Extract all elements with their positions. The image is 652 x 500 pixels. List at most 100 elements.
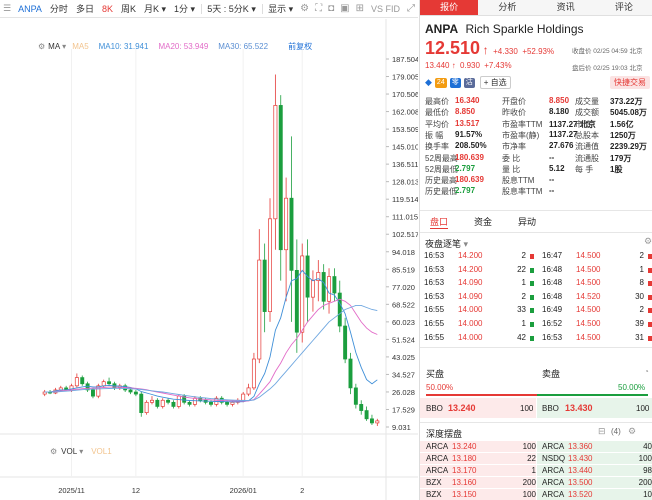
toolbar-symbol[interactable]: ANPA — [18, 3, 42, 14]
after-change: 0.930 — [459, 61, 480, 70]
candles-group — [42, 74, 380, 427]
price-tick-label: 179.005 — [392, 73, 418, 82]
layout-icon[interactable]: ▣ — [340, 3, 350, 14]
price-axis: 187.504 179.005 170.506 162.008 153.509 145.0… — [386, 55, 418, 432]
depth-row-bg — [420, 489, 536, 500]
toolbar-5day-select[interactable]: 5天 : 5分K ▾ — [207, 4, 256, 14]
adjust-button[interactable]: 前复权 — [288, 41, 313, 51]
chevron-down-icon[interactable]: ▾ — [62, 41, 67, 51]
toolbar-minute-select[interactable]: 1分 ▾ — [174, 4, 196, 14]
toolbar-weekly-k[interactable]: 周K — [120, 4, 136, 14]
depth-size: 40 — [643, 442, 652, 451]
stat-value: 13.517 — [455, 118, 480, 128]
date-axis: 2025/11 12 2026/01 2 — [58, 486, 304, 495]
toolbar-display-select[interactable]: 显示 ▾ — [268, 4, 294, 14]
tick-time: 16:53 — [542, 332, 563, 342]
tick-price: 14.200 — [458, 251, 483, 260]
chart-grid — [0, 19, 418, 500]
depth-settings-icon[interactable]: ⊟ — [598, 426, 606, 436]
candle-body — [144, 401, 149, 413]
candle-body — [300, 255, 305, 333]
tag-row: ◆ 24 零 沽 + 自选 — [425, 76, 511, 89]
candle-body — [96, 385, 101, 397]
tick-time: 16:47 — [542, 251, 563, 260]
expand-icon[interactable]: ⤢ — [407, 3, 415, 14]
last-price: 12.510 — [425, 38, 481, 58]
stat-value: 5045.08万 — [610, 108, 647, 118]
self-select-button[interactable]: + 自选 — [479, 76, 511, 89]
settings-icon[interactable]: ⚙ — [300, 3, 310, 14]
stat-value: 8.180 — [549, 107, 570, 117]
stat-label: 开盘价 — [502, 97, 526, 106]
depth-exchange: ARCA — [542, 490, 565, 499]
depth-exchange: NSDQ — [542, 454, 566, 463]
vol-label[interactable]: VOL — [61, 446, 78, 456]
stat-value: 208.50% — [455, 141, 487, 151]
tab-news[interactable]: 资讯 — [556, 2, 575, 12]
depth-row-bg — [537, 441, 652, 452]
candle-body — [91, 389, 95, 397]
tick-direction-marker — [648, 267, 652, 273]
tab-analysis[interactable]: 分析 — [498, 2, 517, 12]
ma-label[interactable]: MA — [48, 41, 61, 51]
chevron-down-icon[interactable]: ▾ — [463, 239, 469, 249]
toolbar-monthly-k[interactable]: 月K ▾ — [143, 4, 167, 14]
price-row: 12.510 ↑ +4.330 +52.93% — [425, 38, 554, 59]
crop-icon[interactable]: ⛶ — [315, 3, 323, 14]
tick-direction-marker — [648, 254, 652, 259]
stat-value: 180.639 — [455, 152, 484, 162]
subtab-movers[interactable]: 异动 — [518, 217, 537, 227]
depth-exchange: ARCA — [426, 454, 449, 463]
candle-body — [262, 259, 267, 312]
ma-line-ma10 — [44, 269, 378, 403]
stat-label: 市净率 — [502, 142, 526, 152]
bbo-buy — [420, 398, 536, 418]
depth-size: 200 — [638, 478, 652, 487]
toolbar-intraday[interactable]: 分时 — [49, 4, 68, 14]
quick-trade-button[interactable]: 快捷交易 — [610, 76, 650, 89]
stat-value: 180.639 — [455, 175, 484, 185]
tick-price: 14.500 — [576, 332, 601, 342]
toolbar-multiday[interactable]: 多日 — [75, 4, 94, 14]
stat-label: 振 幅 — [425, 130, 444, 140]
depth-exchange: ARCA — [426, 442, 449, 451]
gear-icon[interactable]: ⚙ — [50, 446, 58, 456]
toolbar-daily-k[interactable]: 8K — [101, 3, 113, 14]
gear-icon[interactable]: ⚙ — [38, 41, 46, 51]
tag-24h: 24 — [434, 77, 447, 88]
depth-row-bg — [420, 441, 536, 452]
ticks-settings-icon[interactable]: ⚙ — [644, 236, 652, 246]
depth-size: 1 — [531, 466, 536, 475]
tick-size: 8 — [639, 278, 644, 288]
tick-price: 14.090 — [458, 291, 483, 301]
stat-value: -- — [549, 175, 555, 185]
candlestick-chart[interactable]: 187.504 179.005 170.506 162.008 153.509 145.0… — [0, 19, 418, 500]
tab-quote[interactable]: 报价 — [420, 0, 479, 15]
subtabs: 盘口 资金 异动 — [430, 215, 536, 229]
subtab-funds[interactable]: 资金 — [474, 217, 493, 227]
candle-body — [101, 381, 106, 387]
candle-body — [353, 387, 358, 405]
ma20-label: MA20: 53.949 — [158, 41, 209, 51]
chevron-down-icon[interactable]: ▾ — [79, 446, 84, 456]
toolbar-vs-label[interactable]: VS FID — [370, 3, 400, 14]
candle-body — [321, 272, 326, 302]
tick-size: 1 — [639, 264, 644, 274]
camera-icon[interactable]: ◘ — [328, 3, 335, 14]
tick-price: 14.520 — [576, 291, 601, 301]
tick-time: 16:48 — [542, 291, 563, 301]
date-tick-label: 2026/01 — [230, 486, 257, 495]
price-tick-label: 34.527 — [392, 370, 415, 379]
stat-value: 2.797 — [455, 163, 476, 173]
tab-comments[interactable]: 评论 — [614, 2, 633, 12]
depth-gear-icon[interactable]: ⚙ — [628, 426, 637, 436]
toolbar-menu-icon[interactable]: ☰ — [3, 3, 12, 13]
stock-header: ANPA Rich Sparkle Holdings — [425, 22, 584, 36]
stat-value: 1137.27 — [549, 129, 578, 139]
subtab-orderbook[interactable]: 盘口 — [430, 217, 449, 229]
grid-icon[interactable]: ⊞ — [355, 3, 364, 14]
depth-size: 22 — [527, 454, 536, 463]
ma-legend: ⚙ MA ▾ MA5 MA10: 31.941 MA20: 53.949 MA3… — [38, 40, 312, 52]
depth-row-bg — [537, 465, 652, 476]
stat-label: 股息TTM — [502, 176, 535, 186]
